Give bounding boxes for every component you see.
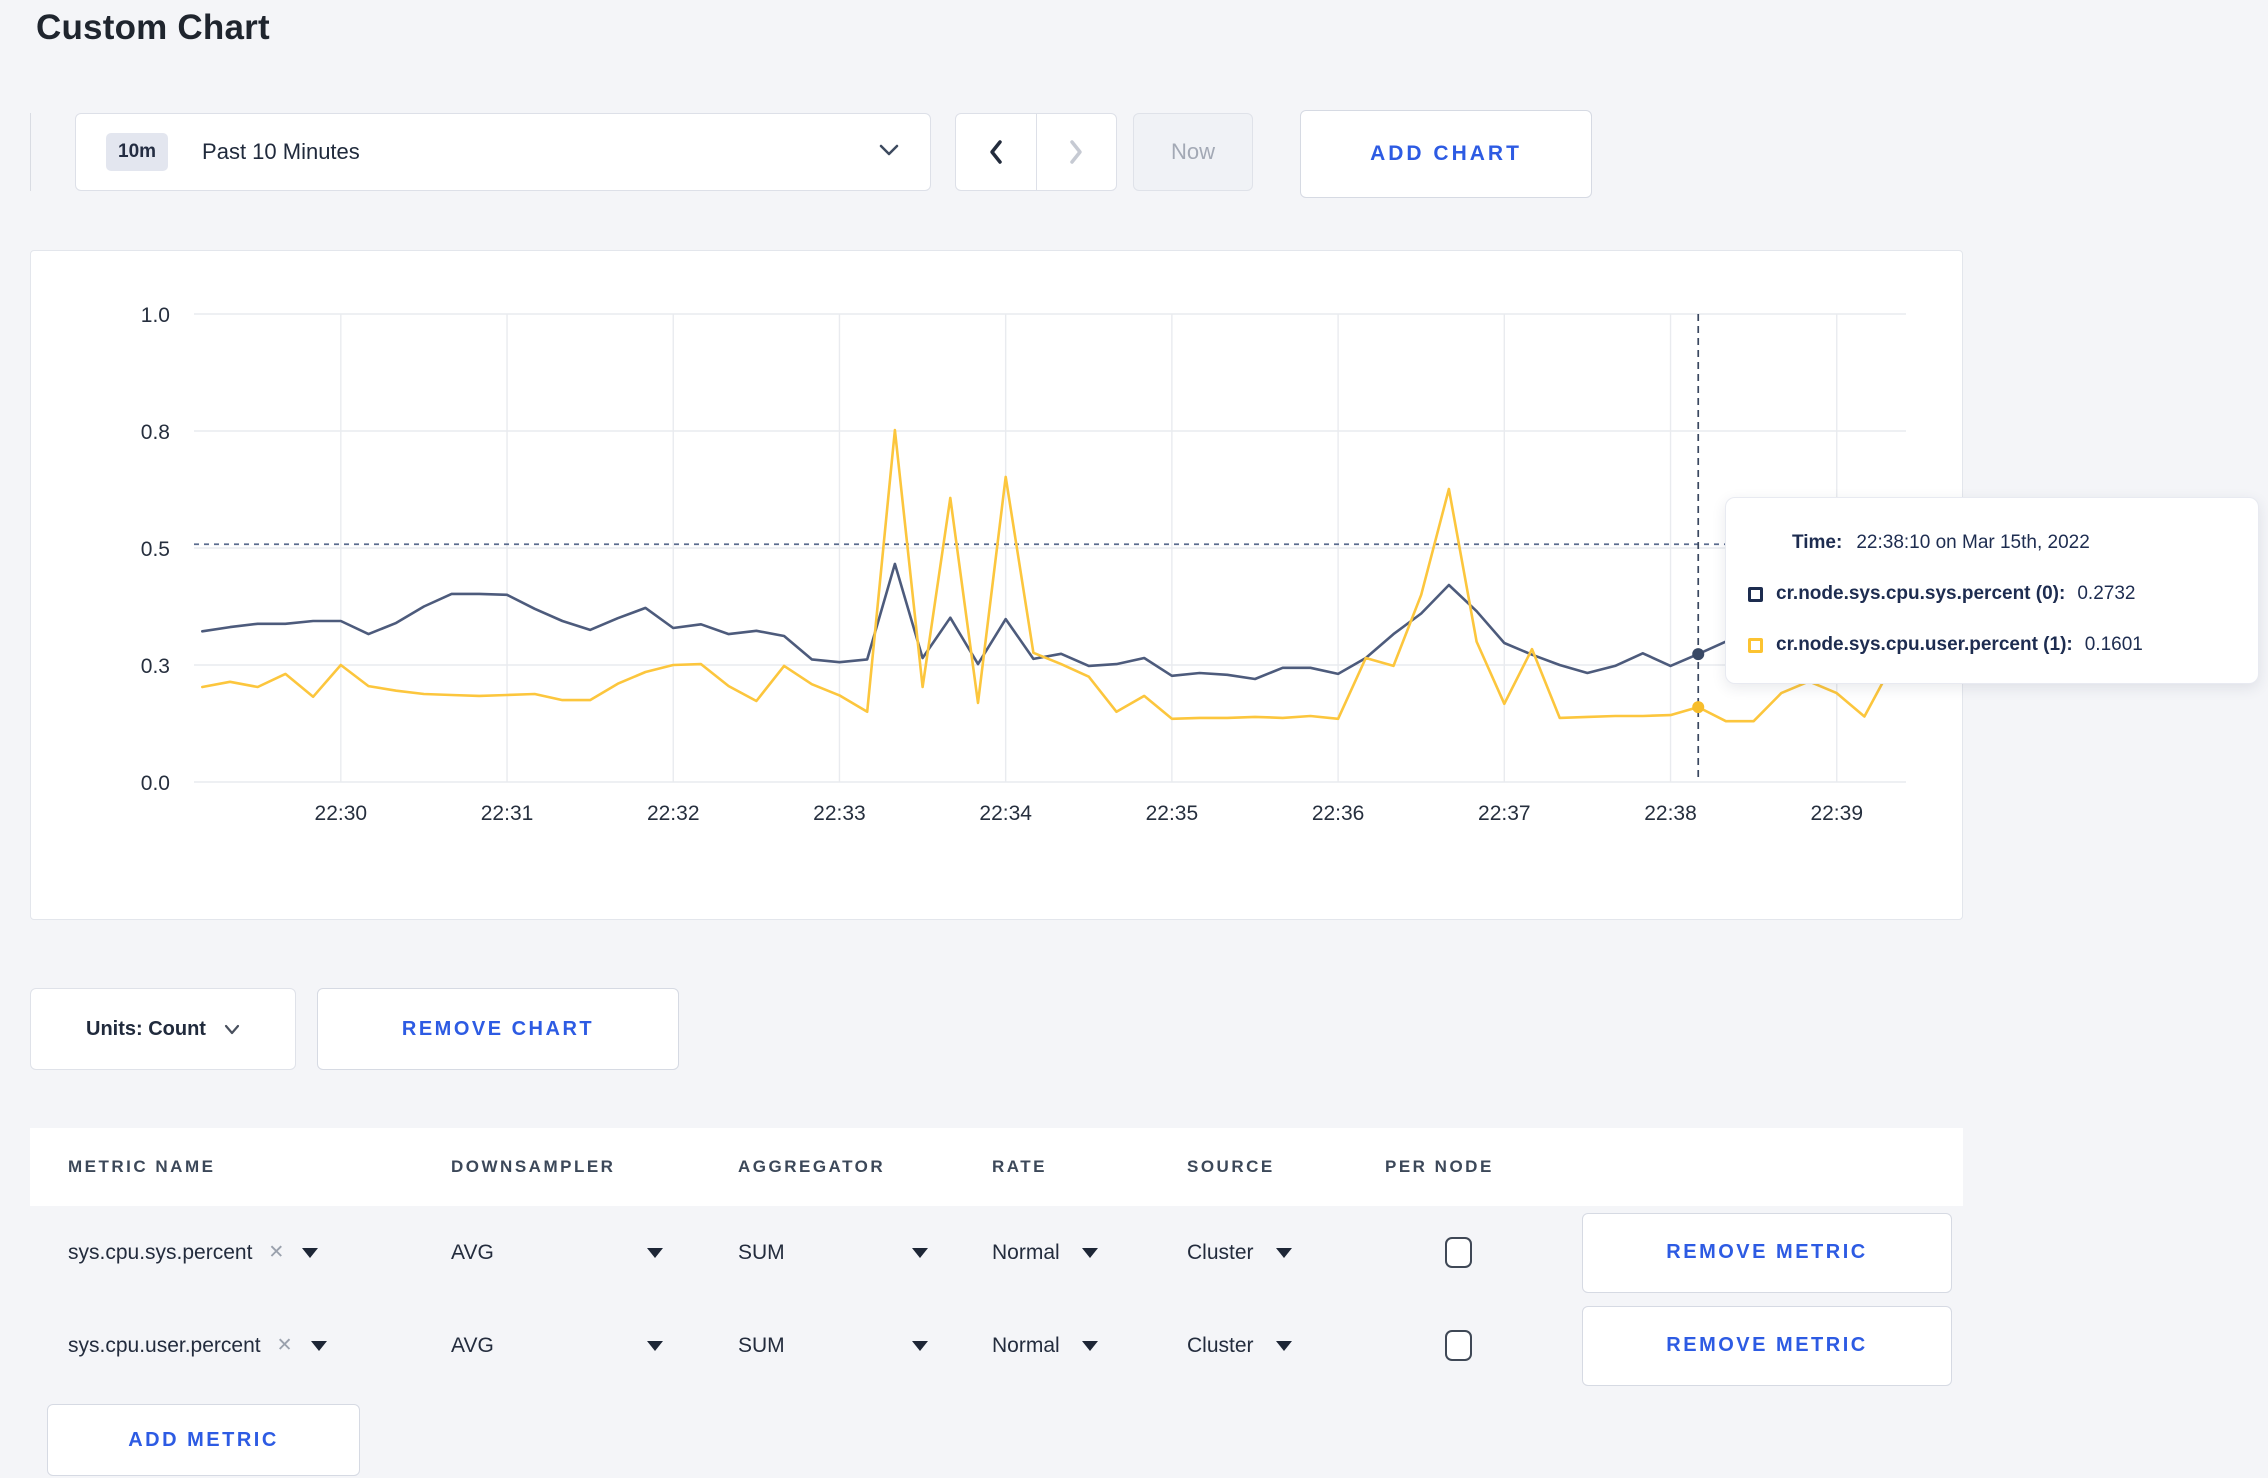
chevron-down-icon: [878, 143, 900, 162]
dropdown-arrow-icon: [1275, 1340, 1292, 1351]
tooltip-time-row: Time: 22:38:10 on Mar 15th, 2022: [1792, 532, 2238, 554]
svg-text:0.5: 0.5: [141, 538, 170, 561]
time-range-badge: 10m: [106, 133, 169, 171]
col-header-metric-name: METRIC NAME: [68, 1157, 216, 1176]
svg-text:22:37: 22:37: [1478, 802, 1531, 825]
svg-text:22:31: 22:31: [481, 802, 534, 825]
toolbar-left-divider: [30, 113, 31, 191]
per-node-checkbox[interactable]: [1445, 1237, 1472, 1268]
source-select[interactable]: Cluster: [1177, 1241, 1375, 1265]
table-row: sys.cpu.user.percent ✕ AVG SUM Normal Cl…: [30, 1299, 1963, 1392]
metrics-table-body: sys.cpu.sys.percent ✕ AVG SUM Normal Clu…: [30, 1206, 1963, 1392]
dropdown-arrow-icon: [647, 1340, 663, 1351]
svg-text:0.3: 0.3: [141, 655, 170, 678]
chevron-down-icon: [224, 1024, 240, 1034]
next-time-button[interactable]: [1037, 114, 1117, 190]
svg-text:22:30: 22:30: [315, 802, 368, 825]
time-range-label: Past 10 Minutes: [202, 139, 360, 164]
series-user-swatch-icon: [1748, 637, 1763, 653]
svg-text:1.0: 1.0: [141, 304, 170, 327]
tooltip-time-label: Time:: [1792, 532, 1843, 553]
units-dropdown[interactable]: Units: Count: [30, 988, 296, 1070]
col-header-rate: RATE: [992, 1157, 1048, 1176]
table-row: sys.cpu.sys.percent ✕ AVG SUM Normal Clu…: [30, 1206, 1963, 1299]
chevron-left-icon: [990, 140, 1002, 164]
per-node-checkbox[interactable]: [1445, 1330, 1472, 1361]
page-title: Custom Chart: [36, 8, 270, 47]
svg-text:0.8: 0.8: [141, 421, 170, 444]
svg-text:22:38: 22:38: [1644, 802, 1697, 825]
add-metric-button[interactable]: ADD METRIC: [47, 1404, 360, 1476]
col-header-aggregator: AGGREGATOR: [738, 1157, 886, 1176]
metric-name-value: sys.cpu.sys.percent: [68, 1240, 253, 1264]
chevron-right-icon: [1070, 140, 1082, 164]
metrics-table-header: METRIC NAME DOWNSAMPLER AGGREGATOR RATE …: [30, 1128, 1963, 1206]
metric-name-value: sys.cpu.user.percent: [68, 1333, 261, 1357]
downsampler-select[interactable]: AVG: [451, 1334, 663, 1358]
metric-dropdown-arrow-icon[interactable]: [302, 1247, 319, 1258]
svg-text:22:33: 22:33: [813, 802, 866, 825]
clear-metric-icon[interactable]: ✕: [276, 1335, 293, 1356]
tooltip-entry-user: cr.node.sys.cpu.user.percent (1): 0.1601: [1748, 634, 2238, 656]
svg-text:22:32: 22:32: [647, 802, 700, 825]
svg-text:22:34: 22:34: [979, 802, 1032, 825]
dropdown-arrow-icon: [647, 1247, 663, 1258]
col-header-per-node: PER NODE: [1385, 1157, 1494, 1176]
remove-metric-button[interactable]: REMOVE METRIC: [1582, 1305, 1952, 1386]
add-chart-button[interactable]: ADD CHART: [1300, 110, 1592, 198]
time-range-dropdown[interactable]: 10m Past 10 Minutes: [75, 113, 931, 191]
col-header-downsampler: DOWNSAMPLER: [451, 1157, 616, 1176]
source-select[interactable]: Cluster: [1177, 1334, 1375, 1358]
tooltip-entry-sys: cr.node.sys.cpu.sys.percent (0): 0.2732: [1748, 583, 2238, 605]
remove-chart-button[interactable]: REMOVE CHART: [317, 988, 679, 1070]
series-sys-swatch-icon: [1748, 586, 1763, 602]
now-button[interactable]: Now: [1133, 113, 1253, 191]
chart-tooltip: Time: 22:38:10 on Mar 15th, 2022 cr.node.…: [1725, 497, 2259, 684]
dropdown-arrow-icon: [1275, 1247, 1292, 1258]
clear-metric-icon[interactable]: ✕: [268, 1242, 285, 1263]
remove-metric-button[interactable]: REMOVE METRIC: [1582, 1212, 1952, 1293]
dropdown-arrow-icon: [912, 1247, 928, 1258]
rate-select[interactable]: Normal: [992, 1241, 1177, 1265]
svg-text:22:35: 22:35: [1146, 802, 1199, 825]
metric-dropdown-arrow-icon[interactable]: [310, 1340, 327, 1351]
dropdown-arrow-icon: [912, 1340, 928, 1351]
tooltip-time-value: 22:38:10 on Mar 15th, 2022: [1856, 532, 2090, 553]
svg-text:22:39: 22:39: [1810, 802, 1863, 825]
prev-time-button[interactable]: [956, 114, 1037, 190]
time-nav-group: [955, 113, 1117, 191]
svg-text:0.0: 0.0: [141, 772, 170, 795]
chart-canvas[interactable]: 0.0 0.3 0.5 0.8 1.0 22:30 22:31 22:32 22:33 22:34…: [31, 251, 1962, 919]
chart-card: 0.0 0.3 0.5 0.8 1.0 22:30 22:31 22:32 22:33 22:34…: [30, 250, 1963, 920]
rate-select[interactable]: Normal: [992, 1334, 1177, 1358]
col-header-source: SOURCE: [1187, 1157, 1275, 1176]
aggregator-select[interactable]: SUM: [738, 1241, 928, 1265]
dropdown-arrow-icon: [1081, 1247, 1098, 1258]
dropdown-arrow-icon: [1081, 1340, 1098, 1351]
svg-text:22:36: 22:36: [1312, 802, 1365, 825]
downsampler-select[interactable]: AVG: [451, 1241, 663, 1265]
aggregator-select[interactable]: SUM: [738, 1334, 928, 1358]
